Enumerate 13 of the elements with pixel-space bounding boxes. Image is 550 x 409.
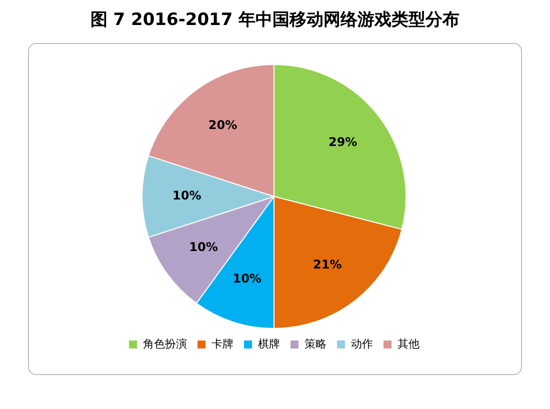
data-label: 10% xyxy=(232,271,262,286)
data-label: 20% xyxy=(208,118,238,132)
legend-label: 动作 xyxy=(351,337,373,350)
data-label: 10% xyxy=(189,240,218,254)
data-label: 10% xyxy=(172,188,202,203)
data-label: 21% xyxy=(313,257,342,272)
chart-title: 图 7 2016-2017 年中国移动网络游戏类型分布 xyxy=(89,9,461,31)
legend-label: 卡牌 xyxy=(212,337,234,350)
legend-label: 角色扮演 xyxy=(143,337,187,350)
legend-label: 棋牌 xyxy=(258,337,280,350)
legend-label: 策略 xyxy=(304,337,326,350)
legend-label: 其他 xyxy=(398,337,420,350)
data-label: 29% xyxy=(328,135,358,150)
